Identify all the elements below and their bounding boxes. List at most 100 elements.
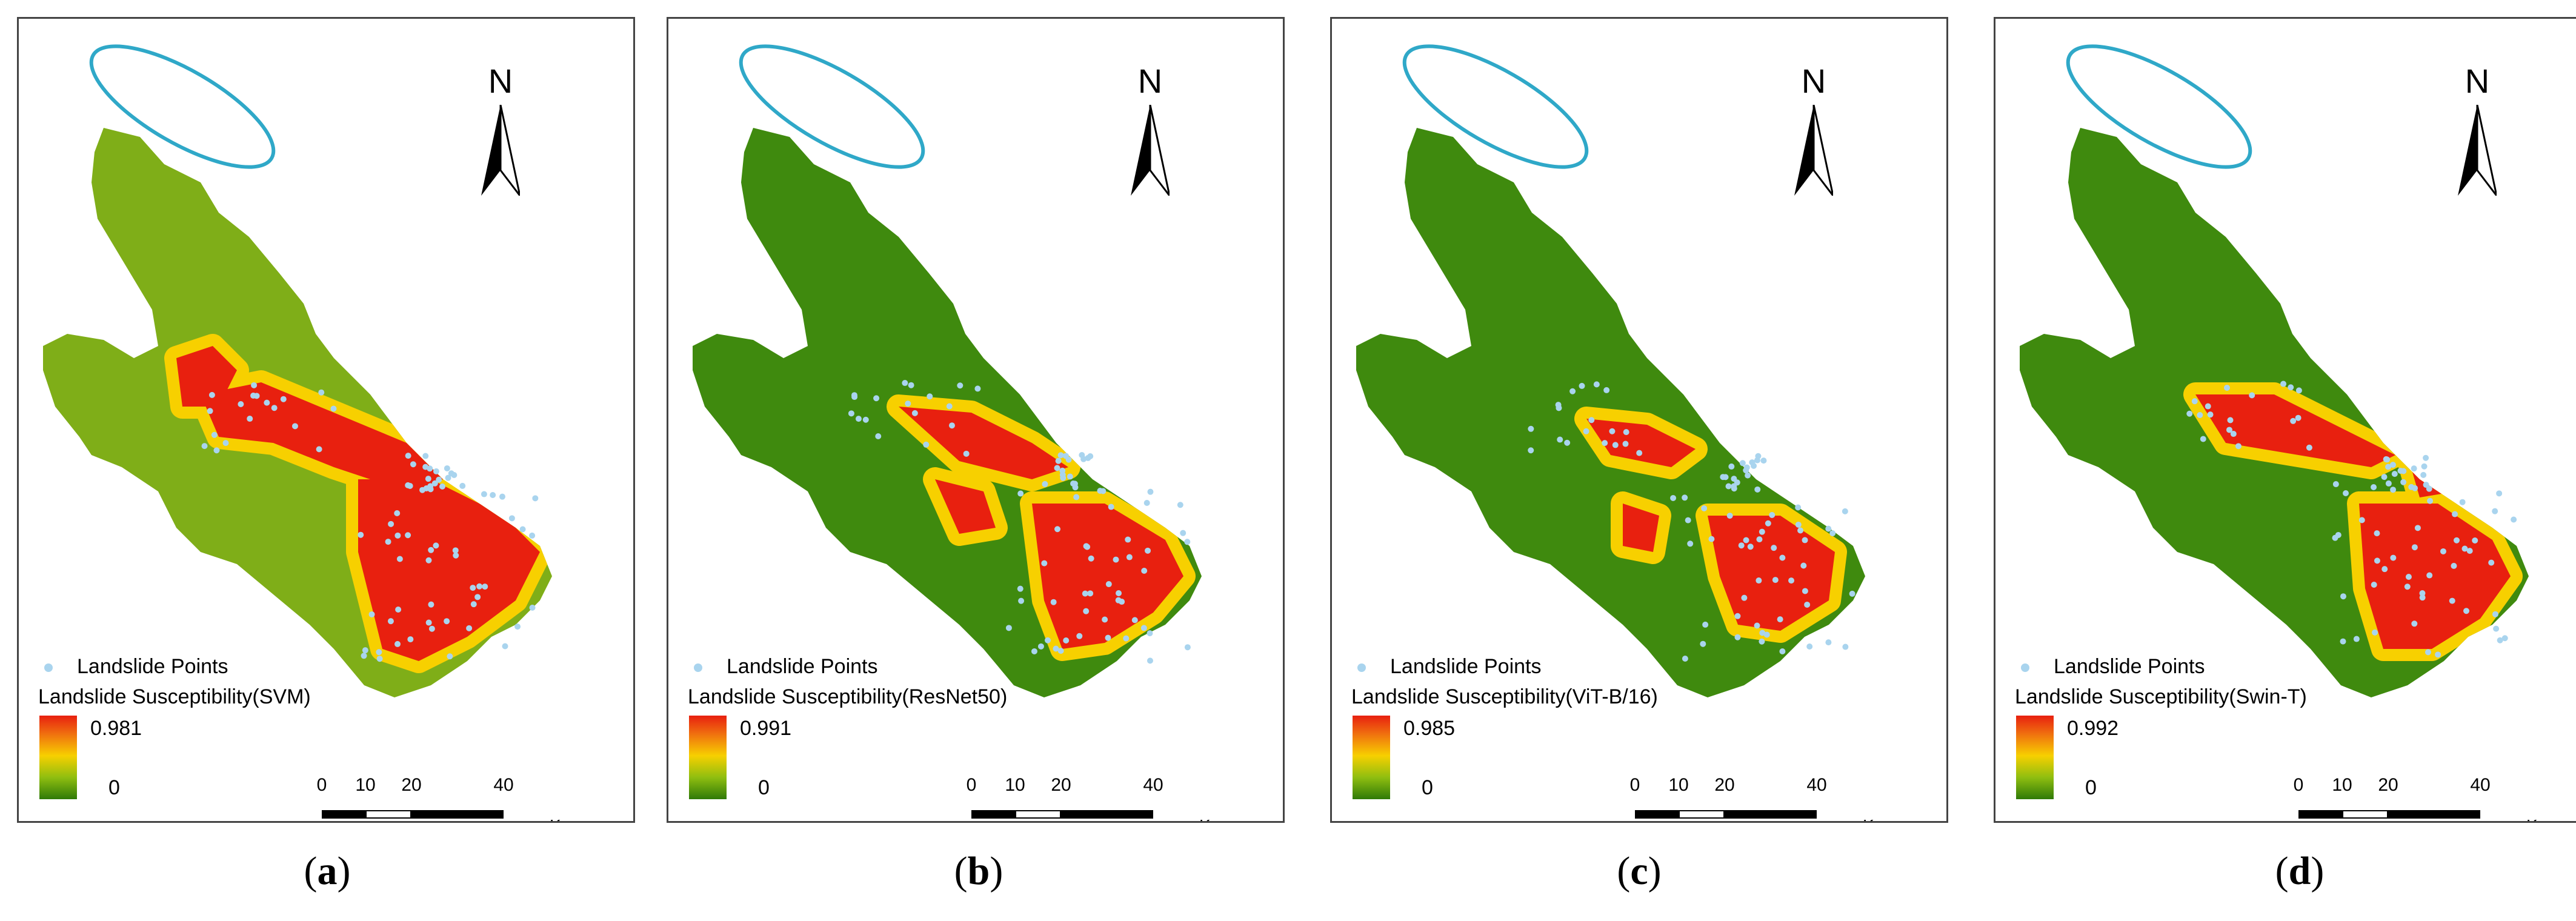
landslide-point (466, 625, 473, 631)
landslide-point (2452, 511, 2458, 517)
landslide-point (1042, 480, 1048, 487)
landslide-point (2493, 625, 2500, 632)
susceptibility-map (1356, 44, 1865, 697)
landslide-point (851, 394, 858, 401)
landslide-point (1603, 387, 1610, 393)
landslide-point (2230, 431, 2237, 437)
landslide-point (2226, 427, 2232, 433)
landslide-point (1087, 590, 1094, 597)
landslide-point (1108, 504, 1114, 510)
landslide-point (974, 385, 981, 392)
landslide-point (2426, 572, 2433, 579)
north-arrow-icon (1131, 105, 1170, 196)
landslide-point (1063, 637, 1070, 644)
landslide-point (448, 470, 454, 477)
landslide-point (490, 491, 496, 498)
landslide-point (2288, 384, 2294, 391)
ramp-max-label: 0.992 (2067, 717, 2119, 740)
landslide-point (2295, 414, 2301, 421)
landslide-point (532, 495, 539, 502)
susceptibility-map (2020, 44, 2529, 697)
landslide-point (2427, 497, 2434, 504)
landslide-point (1593, 381, 1600, 388)
landslide-point (1079, 452, 1085, 459)
landslide-point (361, 653, 367, 659)
landslide-point (2381, 566, 2388, 573)
landslide-point (2449, 597, 2455, 604)
landslide-point (2501, 635, 2508, 642)
landslide-point (1765, 520, 1771, 527)
landslide-point (1802, 588, 1808, 594)
high-zone (176, 346, 237, 407)
landslide-point (908, 382, 914, 388)
high-susceptibility-zones (164, 334, 552, 673)
landslide-point (2497, 637, 2503, 643)
landslide-point (425, 557, 432, 564)
caption-letter: b (967, 849, 990, 893)
landslide-point (2227, 417, 2234, 424)
landslide-point (2290, 417, 2297, 424)
legend-title: Landslide Susceptibility(SVM) (38, 685, 311, 708)
landslide-point (1804, 601, 1811, 608)
landslide-point (1037, 643, 1044, 650)
landslide-point (2404, 584, 2411, 590)
panel-caption-d: (d) (2275, 848, 2325, 894)
ramp-min-label: 0 (2085, 776, 2097, 799)
color-ramp (39, 716, 77, 799)
scale-segment (1015, 810, 1061, 819)
landslide-point (1113, 556, 1119, 563)
landslide-point (222, 440, 229, 447)
landslide-point (1017, 585, 1023, 592)
landslide-point (1145, 547, 1151, 554)
landslide-point (2421, 463, 2428, 470)
landslide-point (1105, 581, 1112, 588)
landslide-point (2332, 481, 2339, 488)
legend-points-label: Landslide Points (727, 655, 878, 678)
scale-unit: Km (1199, 816, 1225, 821)
north-arrow-icon (2458, 105, 2497, 196)
ramp-min-label: 0 (1422, 776, 1433, 799)
landslide-point (428, 625, 435, 632)
map-panel-c: N Landslide Points Landslide Susceptibil… (1330, 17, 1948, 823)
landslide-point (405, 453, 411, 459)
landslide-point (2454, 537, 2460, 544)
landslide-point (2306, 444, 2312, 451)
landslide-point (1184, 644, 1191, 651)
map-panel-b: N Landslide Points Landslide Susceptibil… (667, 17, 1285, 823)
landslide-point (470, 601, 477, 608)
landslide-point (2488, 559, 2495, 566)
landslide-point (2389, 462, 2396, 468)
landslide-point (318, 389, 325, 396)
landslide-point (1102, 616, 1108, 623)
color-ramp (2016, 716, 2054, 799)
landslide-point (1682, 494, 1688, 501)
landslide-points (201, 382, 539, 662)
landslide-point (1806, 643, 1813, 650)
caption-paren: ) (337, 849, 351, 893)
landslide-point (1685, 517, 1691, 524)
legend-landslide-points: Landslide Points (1357, 655, 1542, 679)
north-arrow-icon (1794, 105, 1833, 196)
landslide-point (1031, 648, 1037, 654)
landslide-point (1751, 462, 1757, 469)
landslide-point (2343, 490, 2349, 497)
landslide-point (1184, 539, 1191, 545)
landslide-point (1097, 487, 1103, 494)
landslide-point (1682, 656, 1688, 662)
scale-tick: 40 (1806, 775, 1827, 795)
landslide-point (1754, 457, 1760, 464)
legend-landslide-points: Landslide Points (44, 655, 228, 679)
landslide-point (1070, 480, 1077, 487)
landslide-point (1779, 554, 1786, 561)
landslide-point (1569, 388, 1576, 394)
landslide-point (425, 619, 432, 626)
landslide-point (316, 446, 322, 453)
caption-letter: a (317, 849, 338, 893)
landslide-point (2391, 471, 2398, 477)
landslide-point (385, 539, 391, 545)
landslide-point (211, 431, 218, 438)
landslide-point (1053, 645, 1059, 652)
landslide-point (407, 482, 413, 489)
landslide-point (422, 453, 429, 459)
landslide-point (1116, 590, 1122, 597)
